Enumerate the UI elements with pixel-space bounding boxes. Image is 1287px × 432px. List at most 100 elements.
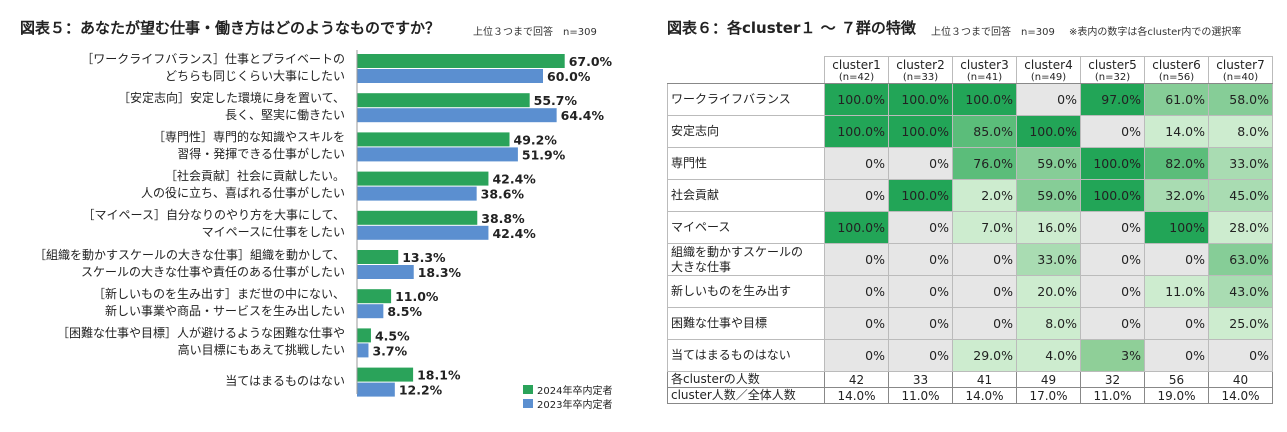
- footer-cell: 17.0%: [1016, 387, 1081, 404]
- cluster-n: (n=33): [902, 71, 939, 83]
- heatmap-cell: 0%: [888, 243, 953, 276]
- bar-value-label: 12.2%: [399, 383, 443, 398]
- heatmap-cell: 0%: [888, 307, 953, 340]
- bar-2024-2: [357, 132, 510, 147]
- left-chart-note: 上位３つまで回答 n=309: [473, 27, 597, 38]
- heatmap-cell: 85.0%: [952, 115, 1017, 148]
- bar-value-label: 42.4%: [492, 226, 536, 241]
- heatmap-cell: 0%: [888, 211, 953, 244]
- heatmap-cell: 58.0%: [1208, 83, 1273, 116]
- footer-cell: 11.0%: [888, 387, 953, 404]
- table-row: 社会貢献 0% 100.0% 2.0% 59.0% 100.0% 32.0% 45.0%: [667, 179, 1273, 212]
- table-row: 新しいものを生み出す 0% 0% 0% 20.0% 0% 11.0% 43.0%: [667, 275, 1273, 308]
- column-header-cluster1: cluster1 (n=42): [824, 56, 889, 84]
- heatmap-cell: 33.0%: [1016, 243, 1081, 276]
- cluster-n: (n=32): [1094, 71, 1131, 83]
- right-chart-title: 図表６：各cluster１ 〜 ７群の特徴: [667, 19, 916, 37]
- category-label-line: スケールの大きな仕事や責任のある仕事がしたい: [80, 264, 345, 279]
- bar-value-label: 67.0%: [569, 54, 613, 69]
- heatmap-cell: 100.0%: [888, 83, 953, 116]
- row-label: 新しいものを生み出す: [667, 275, 825, 308]
- footer-cell: 32: [1080, 371, 1145, 388]
- bar-2023-1: [357, 108, 557, 123]
- cluster-heatmap-table: cluster1 (n=42) cluster2 (n=33) cluster3 (n=4…: [667, 56, 1273, 404]
- heatmap-cell: 8.0%: [1016, 307, 1081, 340]
- legend-2024-swatch: [523, 385, 533, 394]
- row-label-line: 新しいものを生み出す: [671, 284, 792, 298]
- footer-cell: 42: [824, 371, 889, 388]
- heatmap-cell: 100.0%: [1080, 179, 1145, 212]
- row-label-line: 困難な仕事や目標: [671, 316, 768, 330]
- heatmap-cell: 32.0%: [1144, 179, 1209, 212]
- bar-2023-3: [357, 186, 477, 201]
- category-label-line: 当てはまるものはない: [225, 373, 345, 388]
- heatmap-cell: 14.0%: [1144, 115, 1209, 148]
- footer-cell: 14.0%: [952, 387, 1017, 404]
- heatmap-cell: 59.0%: [1016, 147, 1081, 180]
- table-row: 安定志向 100.0% 100.0% 85.0% 100.0% 0% 14.0% 8.0%: [667, 115, 1273, 148]
- heatmap-cell: 0%: [1080, 307, 1145, 340]
- footer-row-label: 各clusterの人数: [667, 371, 825, 388]
- heatmap-cell: 100%: [1144, 211, 1209, 244]
- cluster-name: cluster2: [896, 57, 945, 72]
- cluster-name: cluster5: [1088, 57, 1137, 72]
- header-row: cluster1 (n=42) cluster2 (n=33) cluster3 (n=4…: [667, 56, 1273, 84]
- footer-cell: 41: [952, 371, 1017, 388]
- bar-value-label: 11.0%: [395, 289, 439, 304]
- footer-cell: 14.0%: [1208, 387, 1273, 404]
- header-corner: [667, 56, 825, 84]
- heatmap-cell: 0%: [888, 275, 953, 308]
- bar-value-label: 8.5%: [387, 304, 422, 319]
- category-label-line: どちらも同じくらい大事にしたい: [164, 68, 345, 83]
- category-label-line: 人の役に立ち、喜ばれる仕事がしたい: [140, 186, 345, 201]
- column-header-cluster2: cluster2 (n=33): [888, 56, 953, 84]
- heatmap-cell: 61.0%: [1144, 83, 1209, 116]
- bar-value-label: 55.7%: [534, 93, 578, 108]
- heatmap-cell: 0%: [824, 243, 889, 276]
- column-header-cluster5: cluster5 (n=32): [1080, 56, 1145, 84]
- category-label-line: マイペースに仕事をしたい: [201, 225, 345, 240]
- bar-value-label: 38.6%: [481, 187, 525, 202]
- bar-2024-0: [357, 54, 565, 68]
- heatmap-cell: 76.0%: [952, 147, 1017, 180]
- table-row: 組織を動かすスケールの 大きな仕事 0% 0% 0% 33.0% 0% 0% 63.0%: [667, 243, 1273, 276]
- cluster-n: (n=56): [1158, 71, 1195, 83]
- category-label-line: ［困難な仕事や目標］人が避けるような困難な仕事や: [56, 325, 345, 340]
- right-chart-note: 上位３つまで回答 n=309: [931, 27, 1055, 38]
- bar-value-label: 38.8%: [481, 211, 525, 226]
- category-label-line: ［社会貢献］社会に貢献したい。: [164, 169, 345, 184]
- heatmap-cell: 0%: [1144, 339, 1209, 372]
- bar-2023-4: [357, 225, 489, 240]
- footer-cell: 33: [888, 371, 953, 388]
- heatmap-cell: 0%: [824, 147, 889, 180]
- heatmap-cell: 0%: [888, 147, 953, 180]
- bar-value-label: 18.3%: [418, 265, 462, 280]
- heatmap-cell: 0%: [1080, 211, 1145, 244]
- row-label: 安定志向: [667, 115, 825, 148]
- bar-value-label: 64.4%: [561, 108, 605, 123]
- row-label: ワークライフバランス: [667, 83, 825, 116]
- right-chart-footnote: ※表内の数字は各cluster内での選択率: [1069, 27, 1242, 38]
- heatmap-cell: 0%: [1144, 307, 1209, 340]
- heatmap-cell: 43.0%: [1208, 275, 1273, 308]
- heatmap-cell: 0%: [824, 179, 889, 212]
- bar-2024-3: [357, 171, 489, 186]
- cluster-name: cluster7: [1216, 57, 1265, 72]
- bar-value-label: 18.1%: [417, 368, 461, 383]
- heatmap-cell: 11.0%: [1144, 275, 1209, 308]
- legend-2023: 2023年卒内定者: [523, 396, 612, 411]
- left-chart-title: 図表５：あなたが望む仕事・働き方はどのようなものですか？: [20, 19, 441, 37]
- heatmap-cell: 8.0%: [1208, 115, 1273, 148]
- column-header-cluster4: cluster4 (n=49): [1016, 56, 1081, 84]
- bar-value-label: 3.7%: [372, 343, 407, 358]
- bar-2024-6: [357, 289, 392, 304]
- heatmap-cell: 0%: [1080, 275, 1145, 308]
- heatmap-cell: 100.0%: [888, 179, 953, 212]
- row-label-line: 安定志向: [671, 124, 720, 138]
- bar-value-label: 13.3%: [402, 250, 446, 265]
- footer-row: cluster人数／全体人数 14.0% 11.0% 14.0% 17.0% 11.0% 1…: [667, 387, 1273, 404]
- row-label-line: 専門性: [671, 156, 708, 170]
- heatmap-cell: 0%: [1080, 115, 1145, 148]
- row-label: マイペース: [667, 211, 825, 244]
- category-label-line: 高い目標にもあえて挑戦したい: [177, 342, 345, 357]
